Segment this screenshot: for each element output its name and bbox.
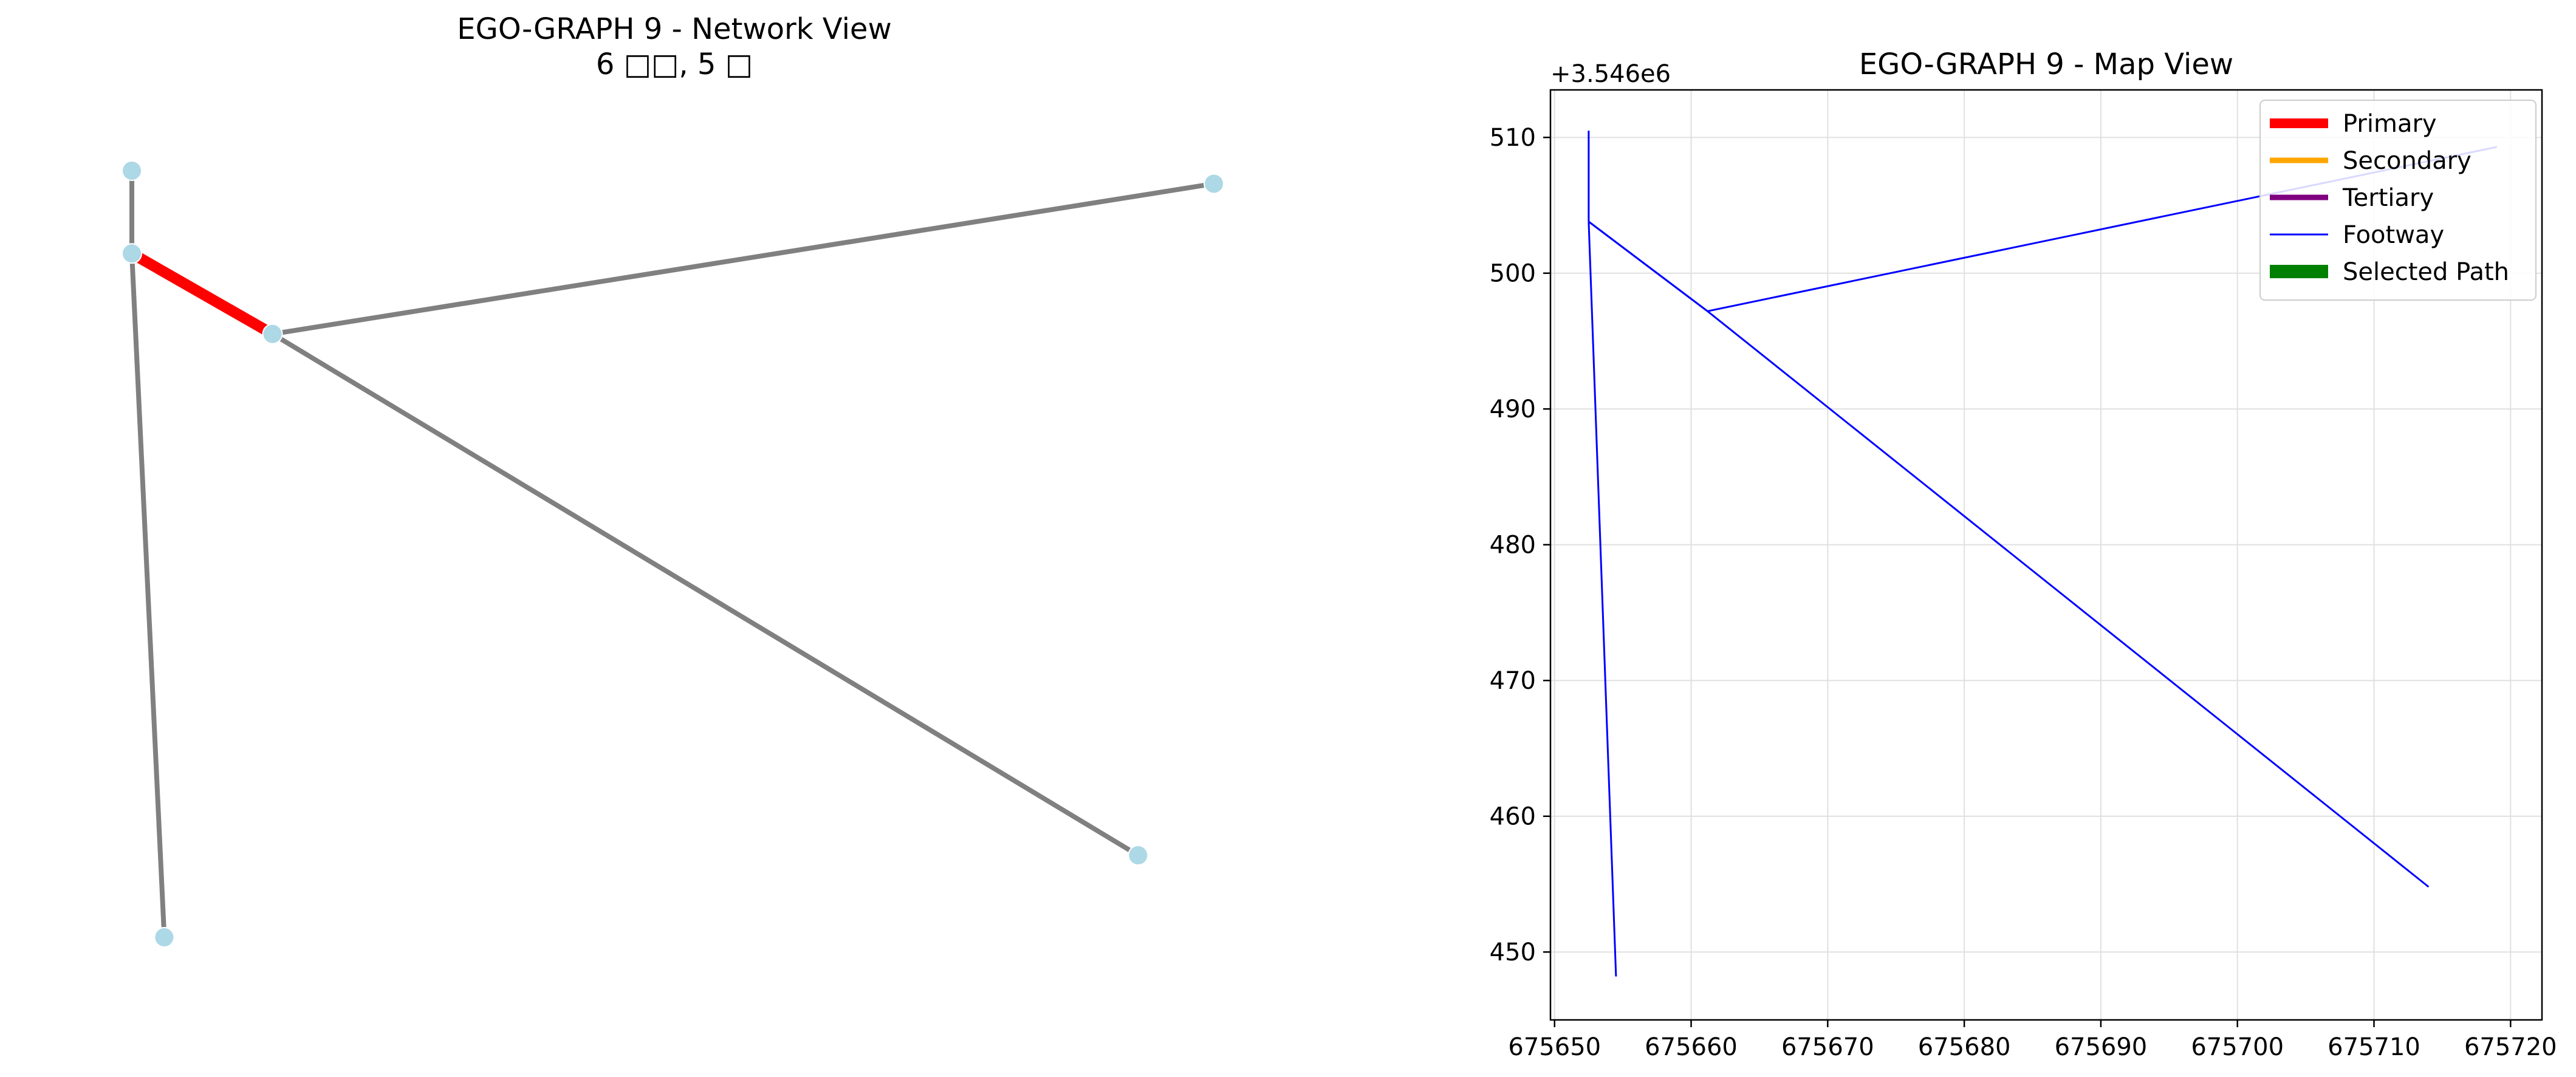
x-tick-label: 675650 — [1508, 1033, 1601, 1061]
y-tick-label: 480 — [1490, 532, 1536, 559]
network-title-line1: EGO-GRAPH 9 - Network View — [457, 12, 891, 46]
x-tick-label: 675660 — [1645, 1033, 1738, 1061]
x-tick-label: 675680 — [1918, 1033, 2011, 1061]
network-node-n3 — [262, 323, 283, 344]
network-edge-3 — [272, 181, 1214, 337]
x-tick-label: 675720 — [2464, 1033, 2557, 1061]
network-edge-5 — [129, 253, 167, 938]
network-node-n4 — [1204, 173, 1224, 194]
x-axis-ticks: 675650 675660 675670 675680 675690 675700 6757… — [1508, 1020, 2557, 1061]
y-axis-ticks: 450 460 470 480 490 500 510 — [1490, 124, 1550, 966]
network-node-n6 — [154, 927, 175, 948]
legend-label: Tertiary — [2342, 184, 2434, 212]
footway-segment-6 — [1588, 221, 1617, 977]
network-node-n5 — [1128, 844, 1149, 866]
footway-segment-3 — [1588, 221, 1708, 312]
legend-label: Footway — [2343, 221, 2444, 249]
x-tick-label: 675670 — [1781, 1033, 1874, 1061]
x-tick-label: 675710 — [2328, 1033, 2420, 1061]
y-tick-label: 510 — [1490, 124, 1536, 152]
network-title-line2: 6 □□, 5 □ — [596, 47, 753, 81]
network-view-panel: EGO-GRAPH 9 - Network View 6 □□, 5 □ — [122, 12, 1224, 948]
map-axes-frame — [1549, 89, 2543, 1021]
y-offset-label: +3.546e6 — [1550, 60, 1671, 88]
legend-label: Selected Path — [2343, 258, 2509, 286]
network-node-n1 — [122, 160, 142, 181]
legend-box — [2259, 100, 2537, 301]
network-node-n2 — [122, 243, 142, 264]
legend-label: Secondary — [2343, 147, 2472, 175]
y-tick-label: 490 — [1490, 395, 1536, 423]
map-view-panel: EGO-GRAPH 9 - Map View +3.546e6 675650 67… — [1490, 47, 2557, 1061]
map-title: EGO-GRAPH 9 - Map View — [1859, 47, 2233, 81]
network-edge-4 — [271, 332, 1140, 858]
y-tick-label: 450 — [1490, 939, 1536, 966]
x-tick-label: 675700 — [2191, 1033, 2284, 1061]
y-tick-label: 470 — [1490, 667, 1536, 695]
y-tick-label: 500 — [1490, 260, 1536, 288]
footway-segment-5 — [1707, 310, 2430, 888]
network-nodes — [122, 160, 1224, 948]
legend-label: Primary — [2343, 110, 2437, 138]
network-edges — [129, 171, 1214, 938]
network-edge-2 — [129, 248, 276, 339]
legend: Primary Secondary Tertiary Footway Selected … — [2259, 100, 2537, 301]
x-tick-label: 675690 — [2055, 1033, 2148, 1061]
y-tick-label: 460 — [1490, 803, 1536, 831]
